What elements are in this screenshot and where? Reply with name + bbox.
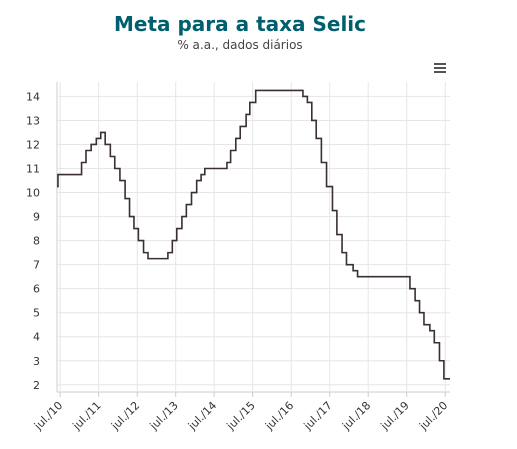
y-tick-label: 8: [33, 235, 40, 248]
y-tick-label: 9: [33, 211, 40, 224]
y-tick-label: 7: [33, 259, 40, 272]
menu-bar: [434, 71, 446, 73]
x-tick-label: jul./17: [301, 399, 335, 433]
x-tick-label: jul./20: [416, 399, 450, 433]
x-tick-label: jul./15: [224, 399, 258, 433]
y-tick-label: 14: [26, 90, 40, 103]
x-tick-label: jul./12: [108, 399, 142, 433]
y-tick-label: 2: [33, 379, 40, 392]
x-tick-label: jul./13: [147, 399, 181, 433]
chart-title: Meta para a taxa Selic: [113, 12, 367, 36]
y-tick-label: 4: [33, 331, 40, 344]
y-tick-label: 11: [26, 163, 40, 176]
chart-subtitle: % a.a., dados diários: [177, 38, 303, 52]
x-tick-label: jul./19: [378, 399, 412, 433]
y-tick-label: 6: [33, 283, 40, 296]
series-group: [57, 89, 450, 380]
y-tick-label: 12: [26, 138, 40, 151]
y-tick-label: 3: [33, 355, 40, 368]
menu-bar: [434, 63, 446, 65]
x-tick-label: jul./11: [70, 399, 104, 433]
x-tick-label: jul./18: [339, 399, 373, 433]
menu-bar: [434, 67, 446, 69]
y-tick-label: 13: [26, 114, 40, 127]
y-axis: 2 3 4 5 6 7 8 9 10 11 12 13 14: [26, 90, 40, 391]
chart-menu-icon[interactable]: [430, 60, 450, 76]
chart-grid: [56, 82, 450, 397]
x-tick-label: jul./14: [185, 399, 219, 433]
y-tick-label: 10: [26, 187, 40, 200]
series-line: [57, 89, 450, 380]
y-tick-label: 5: [33, 307, 40, 320]
x-axis: jul./10 jul./11 jul./12 jul./13 jul./14 jul./…: [31, 399, 450, 433]
x-tick-label: jul./10: [31, 399, 65, 433]
x-tick-label: jul./16: [262, 399, 296, 433]
